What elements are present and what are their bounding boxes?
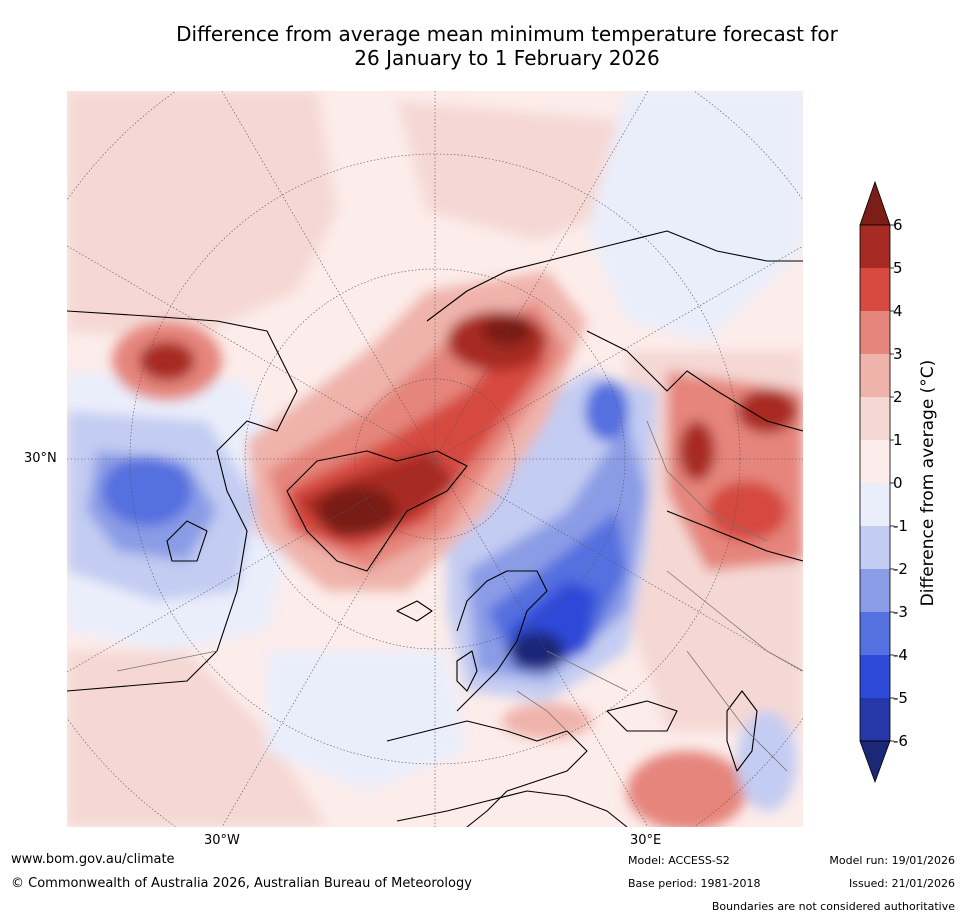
anomaly-cell-cold-urals: [585, 381, 629, 441]
colorbar-band: [860, 612, 890, 655]
colorbar-tick-label: -5: [893, 689, 908, 707]
colorbar-band: [860, 655, 890, 698]
colorbar-band: [860, 698, 890, 741]
colorbar-band: [860, 311, 890, 354]
anomaly-map: [67, 91, 803, 827]
coast-eurasia-north: [426, 230, 803, 322]
model-info: Model: ACCESS-S2: [628, 854, 730, 867]
borders: [116, 420, 803, 772]
colorbar-band: [860, 225, 890, 268]
anomaly-cell-warm-siberia-core: [482, 316, 532, 346]
colorbar-tick-label: -6: [893, 732, 908, 750]
colorbar-tick-label: 5: [893, 259, 903, 277]
colorbar-band: [860, 354, 890, 397]
colorbar-band: [860, 483, 890, 526]
colorbar-tick-label: -2: [893, 560, 908, 578]
issued-info: Issued: 21/01/2026: [848, 877, 955, 890]
colorbar-band: [860, 526, 890, 569]
colorbar-tick-label: 1: [893, 431, 903, 449]
graticule: [67, 91, 803, 827]
colorbar-band: [860, 440, 890, 483]
base-period-info: Base period: 1981-2018: [628, 877, 761, 890]
colorbar-tick-label: 2: [893, 388, 903, 406]
lat-label-30n: 30°N: [24, 451, 57, 466]
coast-north-africa: [396, 790, 628, 827]
anomaly-area-warm-med: [502, 703, 592, 739]
colorbar-tick-label: -3: [893, 603, 908, 621]
colorbar-arrow-bottom: [859, 740, 891, 784]
lon-label-30e: 30°E: [630, 833, 662, 848]
coast-siberia: [586, 330, 803, 432]
coast-greenland: [286, 450, 468, 572]
colorbar-tick-label: 3: [893, 345, 903, 363]
coast-iceland: [396, 600, 433, 622]
colorbar-band: [860, 268, 890, 311]
anomaly-cell-warm-greenland: [317, 486, 397, 536]
anomaly-cell-warm-asia-3: [707, 481, 787, 541]
title-line-1: Difference from average mean minimum tem…: [176, 22, 838, 46]
colorbar: 6 5 4 3 2 1 0 -1 -2 -3 -4 -5 -6: [859, 180, 908, 784]
colorbar-tick-label: -4: [893, 646, 908, 664]
title-line-2: 26 January to 1 February 2026: [354, 46, 660, 70]
anomaly-area-cool-ne: [587, 91, 803, 341]
colorbar-tick-label: -1: [893, 517, 908, 535]
copyright-notice: © Commonwealth of Australia 2026, Austra…: [11, 876, 472, 891]
anomaly-cell-warm-asia-1: [737, 389, 797, 433]
disclaimer-text: Boundaries are not considered authoritat…: [711, 900, 955, 913]
colorbar-tick-label: 6: [893, 216, 903, 234]
colorbar-tick-label: 0: [893, 474, 903, 492]
anomaly-area-cool-caspian: [737, 711, 797, 811]
colorbar-band: [860, 569, 890, 612]
coast-scandinavia: [456, 570, 548, 712]
colorbar-band: [860, 397, 890, 440]
anomaly-area-warm-n: [397, 101, 637, 241]
coast-hudson-bay: [166, 520, 208, 562]
anomaly-cell-cold-europe: [509, 631, 565, 671]
colorbar-title: Difference from average (°C): [918, 359, 938, 607]
anomaly-area-warm-sw: [67, 651, 327, 827]
anomaly-area-cool-s: [267, 651, 467, 791]
colorbar-tick-label: 4: [893, 302, 903, 320]
coast-britain: [456, 650, 478, 692]
model-run-info: Model run: 19/01/2026: [829, 854, 955, 867]
coast-caspian: [726, 690, 758, 772]
website-link[interactable]: www.bom.gov.au/climate: [11, 852, 175, 867]
coast-black-sea: [606, 700, 678, 732]
colorbar-arrow-top: [859, 180, 891, 226]
anomaly-cell-warm-asia-2: [679, 421, 715, 481]
coast-europe-south: [386, 720, 588, 827]
anomaly-cell-cold-namerica: [102, 456, 192, 526]
anomaly-area-warm-nw: [67, 91, 337, 341]
coast-asia-east: [666, 510, 803, 562]
anomaly-cell-warm-alaska: [139, 341, 195, 381]
anomaly-area-warm-mideast: [627, 751, 747, 827]
coast-north-america: [67, 310, 298, 692]
chart-title: Difference from average mean minimum tem…: [0, 22, 965, 70]
coastlines: [67, 230, 803, 827]
anomaly-fields: [67, 91, 803, 827]
lon-label-30w: 30°W: [204, 833, 240, 848]
